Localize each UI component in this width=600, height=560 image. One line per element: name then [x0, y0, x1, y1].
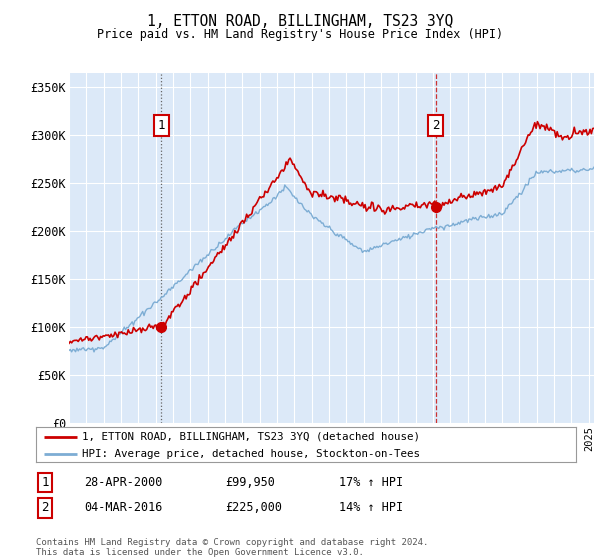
Text: 2: 2: [41, 501, 49, 515]
Text: 1, ETTON ROAD, BILLINGHAM, TS23 3YQ: 1, ETTON ROAD, BILLINGHAM, TS23 3YQ: [147, 14, 453, 29]
Text: Contains HM Land Registry data © Crown copyright and database right 2024.
This d: Contains HM Land Registry data © Crown c…: [36, 538, 428, 557]
Text: 1: 1: [41, 476, 49, 489]
Text: 1: 1: [158, 119, 165, 132]
Text: 14% ↑ HPI: 14% ↑ HPI: [339, 501, 403, 515]
Text: Price paid vs. HM Land Registry's House Price Index (HPI): Price paid vs. HM Land Registry's House …: [97, 28, 503, 41]
Text: 17% ↑ HPI: 17% ↑ HPI: [339, 476, 403, 489]
Text: £225,000: £225,000: [225, 501, 282, 515]
Text: 2: 2: [432, 119, 440, 132]
Text: £99,950: £99,950: [225, 476, 275, 489]
Text: HPI: Average price, detached house, Stockton-on-Tees: HPI: Average price, detached house, Stoc…: [82, 449, 420, 459]
Text: 1, ETTON ROAD, BILLINGHAM, TS23 3YQ (detached house): 1, ETTON ROAD, BILLINGHAM, TS23 3YQ (det…: [82, 432, 420, 442]
Text: 04-MAR-2016: 04-MAR-2016: [84, 501, 163, 515]
Text: 28-APR-2000: 28-APR-2000: [84, 476, 163, 489]
